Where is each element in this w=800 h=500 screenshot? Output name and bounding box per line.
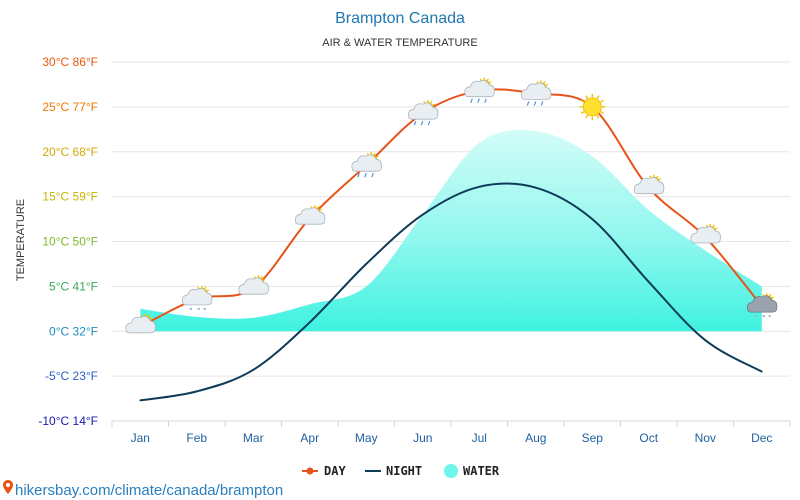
- x-tick-label: Jul: [472, 431, 487, 445]
- legend-day-dot: [306, 467, 314, 475]
- snow-cloud-sun-icon: [746, 293, 778, 318]
- y-tick-label: 0°C 32°F: [49, 324, 98, 338]
- sun-icon: [579, 93, 606, 120]
- y-tick-label: 5°C 41°F: [49, 279, 98, 293]
- x-tick-label: Nov: [695, 431, 716, 445]
- y-axis-ticks: 30°C 86°F 25°C 77°F 20°C 68°F 15°C 59°F 10°C…: [38, 55, 98, 428]
- legend-item-night[interactable]: NIGHT: [365, 464, 422, 478]
- night-point: [591, 218, 594, 220]
- legend[interactable]: DAY NIGHT WATER: [302, 464, 500, 478]
- rain-cloud-sun-icon: [520, 80, 552, 106]
- source-link[interactable]: hikersbay.com/climate/canada/brampton: [3, 480, 283, 499]
- night-point: [760, 370, 763, 373]
- night-point: [365, 263, 368, 265]
- rain-cloud-sun-icon: [464, 77, 495, 103]
- water-area: [140, 130, 762, 332]
- legend-item-water[interactable]: WATER: [444, 464, 500, 478]
- partly-cloudy-icon: [690, 224, 721, 244]
- partly-cloudy-icon: [238, 275, 269, 295]
- night-point: [478, 185, 481, 188]
- legend-water-label: WATER: [463, 464, 500, 478]
- rain-cloud-sun-icon: [407, 100, 439, 126]
- night-point: [704, 339, 707, 342]
- night-point: [421, 213, 424, 216]
- x-tick-label: Apr: [300, 431, 319, 445]
- weather-icons: [125, 77, 778, 334]
- x-tick-label: Sep: [582, 431, 604, 445]
- x-tick-label: Mar: [243, 431, 264, 445]
- legend-day-label: DAY: [324, 464, 346, 478]
- legend-night-label: NIGHT: [386, 464, 422, 478]
- x-tick-label: May: [355, 431, 378, 445]
- partly-cloudy-icon: [633, 174, 665, 195]
- night-point: [647, 281, 650, 283]
- x-tick-label: Jan: [131, 431, 150, 445]
- source-text: hikersbay.com/climate/canada/brampton: [15, 482, 283, 499]
- snow-cloud-sun-icon: [181, 285, 213, 311]
- location-pin-icon: [3, 480, 13, 494]
- chart-subtitle: AIR & WATER TEMPERATURE: [322, 37, 477, 49]
- night-point: [252, 369, 255, 371]
- x-axis: Jan Feb Mar Apr May Jun Jul Aug Sep Oct Nov Dec: [111, 420, 791, 445]
- y-tick-label: -10°C 14°F: [38, 414, 98, 428]
- partly-cloudy-icon: [125, 313, 156, 334]
- night-point: [308, 321, 311, 324]
- night-point: [534, 186, 537, 189]
- x-tick-label: Oct: [639, 431, 658, 445]
- night-point: [139, 399, 142, 402]
- rain-cloud-sun-icon: [351, 152, 382, 178]
- x-tick-label: Feb: [186, 431, 207, 445]
- legend-item-day[interactable]: DAY: [302, 464, 346, 478]
- partly-cloudy-icon: [294, 205, 326, 225]
- y-axis-label: TEMPERATURE: [15, 199, 27, 281]
- chart-title: Brampton Canada: [335, 10, 465, 27]
- y-tick-label: 10°C 50°F: [42, 235, 98, 249]
- y-tick-label: -5°C 23°F: [45, 369, 98, 383]
- y-tick-label: 25°C 77°F: [42, 100, 98, 114]
- night-point: [195, 390, 198, 393]
- x-tick-label: Jun: [413, 431, 432, 445]
- y-tick-label: 30°C 86°F: [42, 55, 98, 69]
- data-series: [138, 88, 764, 402]
- x-tick-label: Aug: [525, 431, 546, 445]
- y-tick-label: 20°C 68°F: [42, 145, 98, 159]
- x-tick-label: Dec: [751, 431, 772, 445]
- y-tick-label: 15°C 59°F: [42, 190, 98, 204]
- legend-water-dot: [444, 464, 458, 478]
